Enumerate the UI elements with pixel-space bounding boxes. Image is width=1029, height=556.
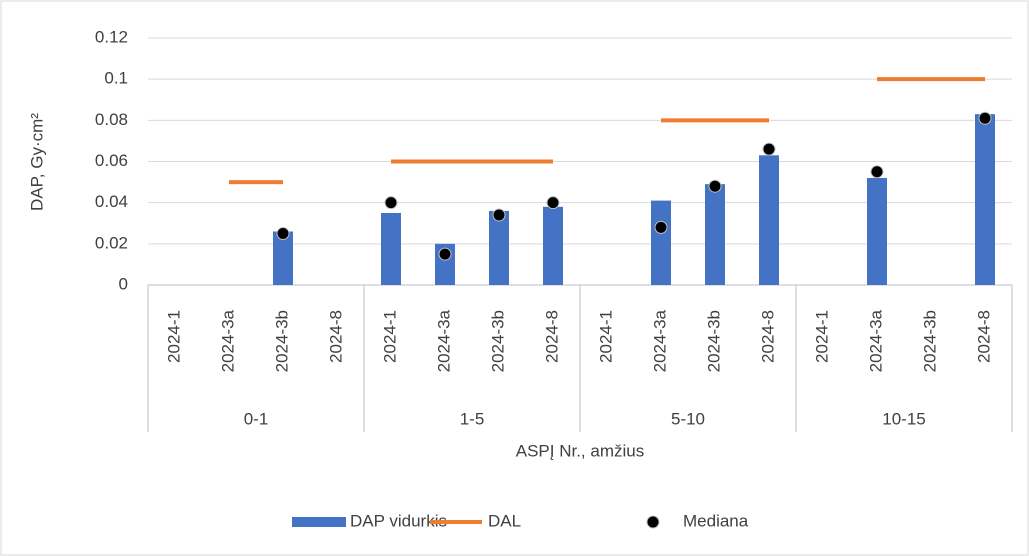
x-tick-label: 2024-1 (812, 310, 831, 363)
marker (708, 179, 722, 193)
x-tick-label: 2024-1 (380, 310, 399, 363)
bar (651, 200, 671, 285)
x-tick-label: 2024-8 (758, 310, 777, 363)
group-label: 5-10 (671, 409, 705, 428)
group-label: 1-5 (460, 409, 485, 428)
y-axis-title: DAP, Gy·cm² (27, 113, 46, 211)
legend-label: Mediana (683, 511, 749, 530)
bar (381, 212, 401, 285)
legend-swatch (292, 517, 346, 527)
marker (654, 220, 668, 234)
marker (546, 196, 560, 210)
y-tick-label: 0.12 (95, 27, 128, 46)
x-tick-label: 2024-3b (704, 310, 723, 372)
marker (384, 196, 398, 210)
legend-label: DAP vidurkis (350, 511, 447, 530)
bar (273, 231, 293, 285)
y-tick-label: 0.06 (95, 151, 128, 170)
y-tick-label: 0.02 (95, 233, 128, 252)
x-tick-label: 2024-8 (974, 310, 993, 363)
group-label: 0-1 (244, 409, 269, 428)
marker (870, 165, 884, 179)
x-tick-label: 2024-3b (272, 310, 291, 372)
marker (492, 208, 506, 222)
x-tick-label: 2024-3b (488, 310, 507, 372)
bar (489, 210, 509, 285)
bar (543, 206, 563, 285)
y-tick-label: 0 (119, 274, 128, 293)
marker (762, 142, 776, 156)
y-tick-label: 0.04 (95, 192, 128, 211)
y-tick-label: 0.08 (95, 110, 128, 129)
x-tick-label: 2024-1 (596, 310, 615, 363)
marker (978, 111, 992, 125)
x-tick-label: 2024-8 (542, 310, 561, 363)
x-tick-label: 2024-3a (434, 309, 453, 372)
marker (276, 227, 290, 241)
x-axis-title: ASPĮ Nr., amžius (516, 441, 644, 460)
marker (438, 247, 452, 261)
x-tick-label: 2024-3a (866, 309, 885, 372)
bar (759, 155, 779, 285)
y-tick-label: 0.1 (104, 69, 128, 88)
legend-swatch (646, 515, 660, 529)
x-tick-label: 2024-3a (218, 309, 237, 372)
bar (975, 114, 995, 286)
bar (867, 177, 887, 285)
x-tick-label: 2024-3b (920, 310, 939, 372)
legend-label: DAL (488, 511, 521, 530)
x-tick-label: 2024-1 (164, 310, 183, 363)
x-tick-label: 2024-3a (650, 309, 669, 372)
bar (705, 184, 725, 285)
group-label: 10-15 (882, 409, 925, 428)
x-tick-label: 2024-8 (326, 310, 345, 363)
